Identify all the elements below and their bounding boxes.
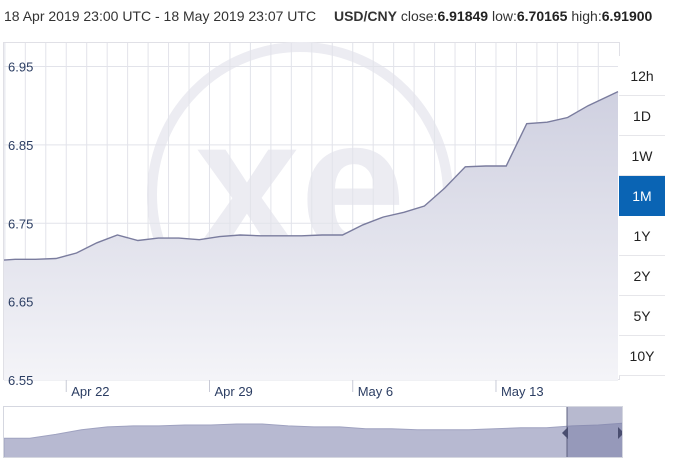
navigator-area — [4, 422, 622, 457]
y-tick-label: 6.95 — [8, 60, 33, 75]
range-button-5y[interactable]: 5Y — [619, 296, 665, 336]
range-button-1w[interactable]: 1W — [619, 136, 665, 176]
chart-header: 18 Apr 2019 23:00 UTC - 18 May 2019 23:0… — [4, 6, 652, 26]
range-button-10y[interactable]: 10Y — [619, 336, 665, 376]
range-button-12h[interactable]: 12h — [619, 56, 665, 96]
y-tick-label: 6.55 — [8, 373, 33, 388]
navigator-left-handle-icon[interactable] — [562, 427, 568, 439]
x-tick-label: May 6 — [358, 384, 393, 399]
navigator-right-handle-icon[interactable] — [618, 427, 623, 439]
date-range-text: 18 Apr 2019 23:00 UTC - 18 May 2019 23:0… — [4, 8, 317, 24]
x-tick-label: Apr 29 — [214, 384, 252, 399]
range-button-1d[interactable]: 1D — [619, 96, 665, 136]
high-label: high: — [571, 8, 602, 24]
currency-pair: USD/CNY — [333, 8, 397, 24]
range-button-2y[interactable]: 2Y — [619, 256, 665, 296]
series-line[interactable] — [3, 90, 619, 261]
range-selector: 12h 1D 1W 1M 1Y 2Y 5Y 10Y — [619, 56, 665, 376]
navigator-selected-window[interactable] — [567, 407, 623, 458]
x-tick-label: Apr 22 — [71, 384, 109, 399]
y-tick-label: 6.85 — [8, 138, 33, 153]
range-button-1y[interactable]: 1Y — [619, 216, 665, 256]
range-button-1m[interactable]: 1M — [619, 176, 665, 216]
close-value: 6.91849 — [437, 8, 489, 24]
x-tick-label: May 13 — [501, 384, 544, 399]
navigator[interactable] — [3, 406, 623, 458]
low-value: 6.70165 — [516, 8, 568, 24]
y-tick-label: 6.65 — [8, 295, 33, 310]
y-tick-label: 6.75 — [8, 216, 33, 231]
high-value: 6.91900 — [601, 8, 653, 24]
close-label: close: — [400, 8, 438, 24]
navigator-chart[interactable] — [4, 407, 623, 458]
low-label: low: — [491, 8, 517, 24]
